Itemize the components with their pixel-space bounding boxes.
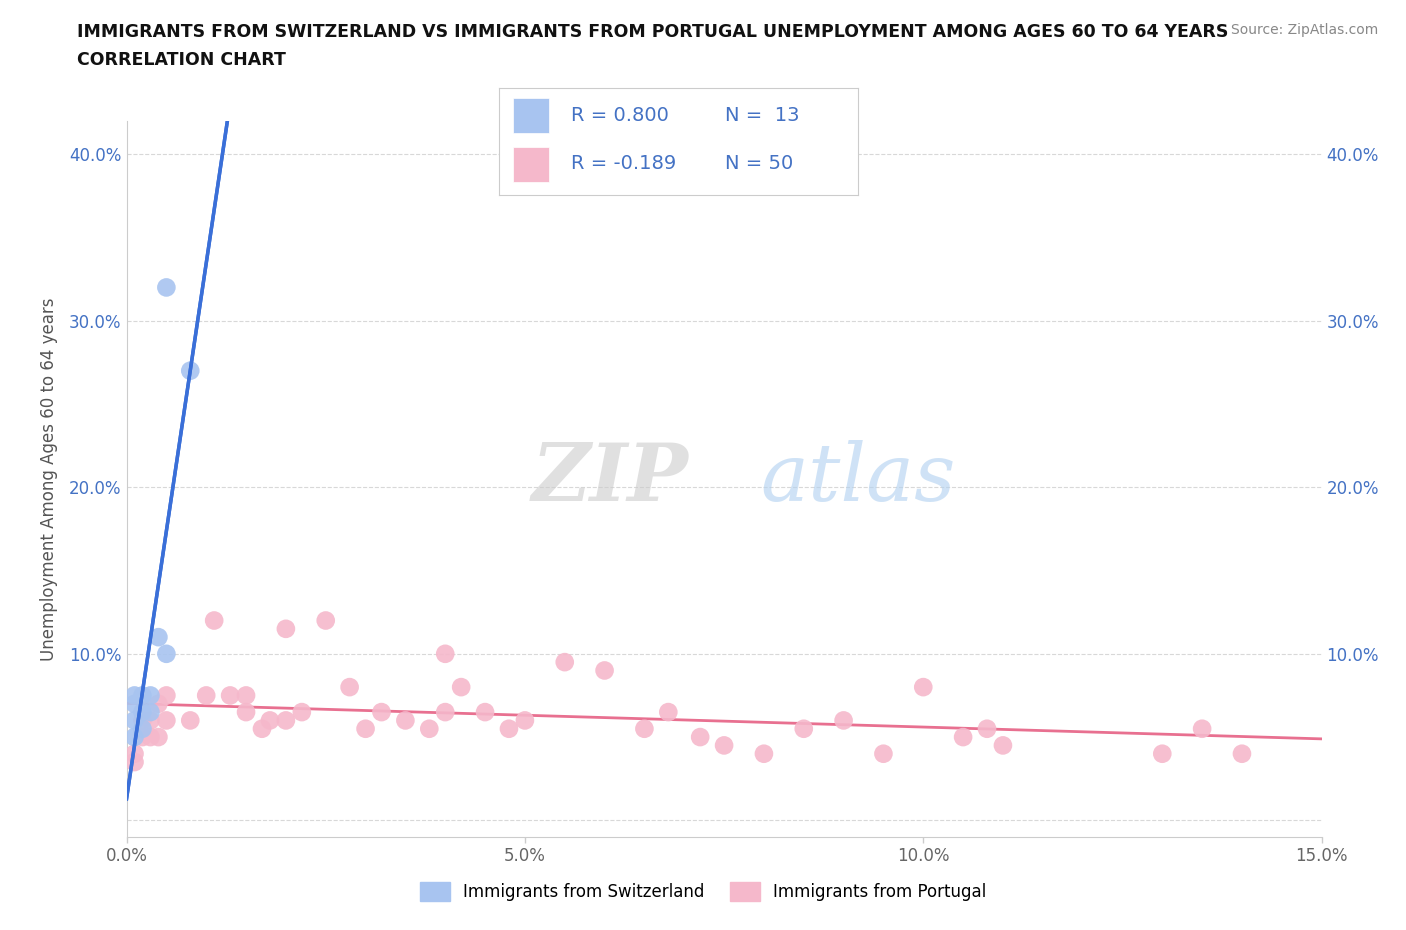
Point bbox=[148, 630, 170, 644]
Point bbox=[219, 688, 242, 703]
Point bbox=[131, 705, 153, 720]
Point bbox=[124, 713, 146, 728]
Text: CORRELATION CHART: CORRELATION CHART bbox=[77, 51, 287, 69]
Point bbox=[450, 680, 472, 695]
Point bbox=[793, 722, 815, 737]
Point bbox=[148, 697, 170, 711]
Point bbox=[872, 746, 894, 761]
Point bbox=[434, 705, 457, 720]
Point bbox=[235, 688, 257, 703]
Point bbox=[339, 680, 361, 695]
Point bbox=[394, 713, 416, 728]
FancyBboxPatch shape bbox=[513, 147, 550, 182]
Point bbox=[148, 730, 170, 745]
Point bbox=[633, 722, 655, 737]
Point bbox=[124, 688, 146, 703]
Text: IMMIGRANTS FROM SWITZERLAND VS IMMIGRANTS FROM PORTUGAL UNEMPLOYMENT AMONG AGES : IMMIGRANTS FROM SWITZERLAND VS IMMIGRANT… bbox=[77, 23, 1229, 41]
Text: R = -0.189: R = -0.189 bbox=[571, 153, 676, 173]
Point bbox=[124, 746, 146, 761]
Point bbox=[139, 713, 162, 728]
Point bbox=[139, 730, 162, 745]
Point bbox=[155, 688, 177, 703]
Text: Source: ZipAtlas.com: Source: ZipAtlas.com bbox=[1230, 23, 1378, 37]
Point bbox=[124, 730, 146, 745]
Point bbox=[657, 705, 679, 720]
Point bbox=[370, 705, 392, 720]
Point bbox=[418, 722, 440, 737]
Point bbox=[202, 613, 225, 628]
Point bbox=[434, 646, 457, 661]
Point bbox=[139, 705, 162, 720]
Point bbox=[752, 746, 775, 761]
Point bbox=[235, 705, 257, 720]
FancyBboxPatch shape bbox=[513, 98, 550, 133]
Point bbox=[474, 705, 496, 720]
Point bbox=[991, 738, 1014, 753]
Point bbox=[291, 705, 314, 720]
Point bbox=[179, 713, 201, 728]
Point bbox=[259, 713, 281, 728]
Point bbox=[124, 697, 146, 711]
Point bbox=[952, 730, 974, 745]
Point bbox=[155, 713, 177, 728]
Point bbox=[274, 713, 297, 728]
Text: R = 0.800: R = 0.800 bbox=[571, 106, 669, 126]
Point bbox=[593, 663, 616, 678]
Point bbox=[498, 722, 520, 737]
Point bbox=[832, 713, 855, 728]
Y-axis label: Unemployment Among Ages 60 to 64 years: Unemployment Among Ages 60 to 64 years bbox=[39, 298, 58, 660]
Point bbox=[139, 688, 162, 703]
Point bbox=[315, 613, 337, 628]
Point bbox=[155, 646, 177, 661]
Point bbox=[179, 364, 201, 379]
Point bbox=[912, 680, 935, 695]
Point bbox=[155, 280, 177, 295]
Point bbox=[976, 722, 998, 737]
Point bbox=[513, 713, 536, 728]
Text: N = 50: N = 50 bbox=[725, 153, 793, 173]
Point bbox=[131, 722, 153, 737]
Point bbox=[1230, 746, 1253, 761]
Point bbox=[131, 730, 153, 745]
Point bbox=[250, 722, 273, 737]
Point bbox=[1191, 722, 1213, 737]
Text: atlas: atlas bbox=[759, 440, 955, 518]
Point bbox=[354, 722, 377, 737]
Point bbox=[1152, 746, 1174, 761]
Legend: Immigrants from Switzerland, Immigrants from Portugal: Immigrants from Switzerland, Immigrants … bbox=[413, 875, 993, 908]
Point bbox=[131, 713, 153, 728]
Text: ZIP: ZIP bbox=[531, 440, 688, 518]
Point bbox=[124, 754, 146, 769]
Point bbox=[713, 738, 735, 753]
Point bbox=[274, 621, 297, 636]
Point bbox=[554, 655, 576, 670]
Point bbox=[131, 688, 153, 703]
Point bbox=[195, 688, 218, 703]
Point bbox=[689, 730, 711, 745]
Text: N =  13: N = 13 bbox=[725, 106, 800, 126]
